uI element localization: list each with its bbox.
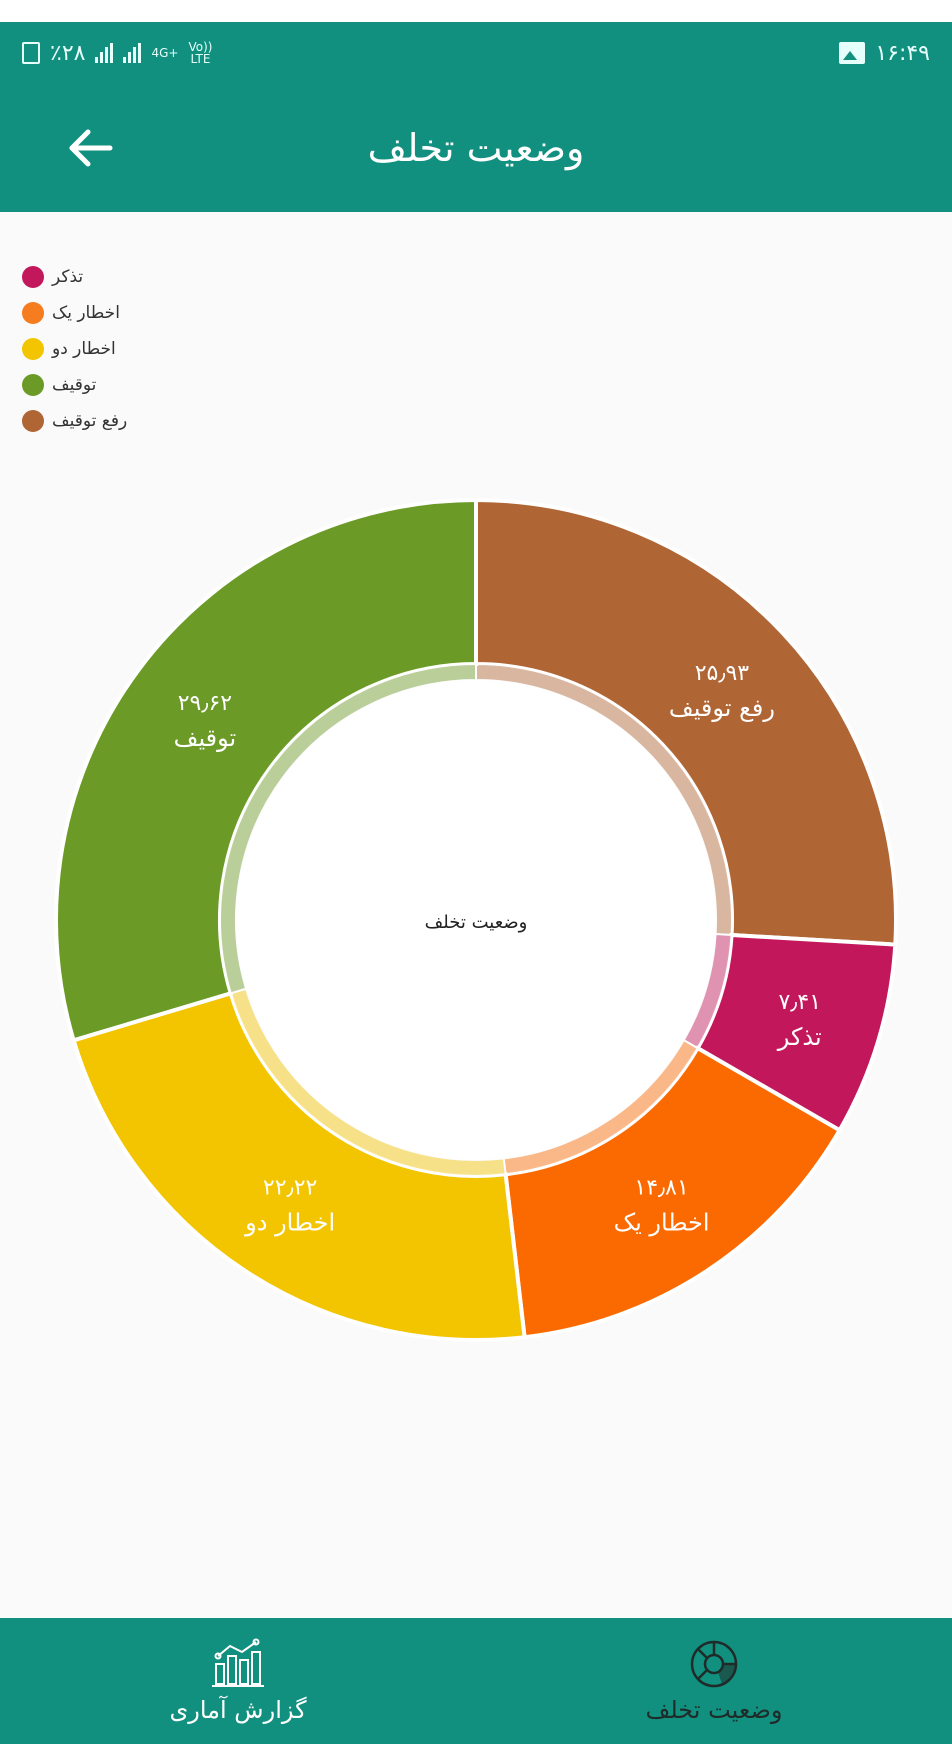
chart-legend: تذکر اخطار یک اخطار دو توقیف رفع توقیف bbox=[22, 262, 127, 436]
bottom-nav: گزارش آماری وضعیت تخلف bbox=[0, 1618, 952, 1744]
signal-icon bbox=[95, 43, 114, 63]
chart-center-label: وضعیت تخلف bbox=[425, 912, 528, 933]
donut-hole bbox=[236, 680, 716, 1160]
donut-chart-svg: ۲۵٫۹۳ رفع توقیف ۷٫۴۱ تذکر ۱۴٫۸۱ اخطار یک ۲۲٫۲۲… bbox=[54, 497, 898, 1342]
gallery-icon bbox=[839, 42, 866, 64]
nav-item-violation-status[interactable]: وضعیت تخلف bbox=[476, 1618, 952, 1744]
legend-dot bbox=[22, 338, 44, 360]
pie-slice[interactable] bbox=[503, 1045, 843, 1340]
legend-label: اخطار یک bbox=[52, 303, 120, 323]
slice-value-label: ۲۵٫۹۳ bbox=[695, 661, 750, 686]
nav-label-statistical-report: گزارش آماری bbox=[169, 1696, 307, 1724]
pie-slice[interactable] bbox=[474, 497, 898, 947]
signal-icon-2 bbox=[123, 43, 142, 63]
status-left: ٪۲۸ 4G+ Vo)) LTE bbox=[22, 41, 212, 66]
nav-label-violation-status: وضعیت تخلف bbox=[645, 1696, 783, 1724]
arrow-left-icon bbox=[69, 129, 113, 167]
status-time: ۱۶:۴۹ bbox=[875, 40, 930, 66]
legend-dot bbox=[22, 410, 44, 432]
donut-chart: ۲۵٫۹۳ رفع توقیف ۷٫۴۱ تذکر ۱۴٫۸۱ اخطار یک ۲۲٫۲۲… bbox=[0, 460, 952, 1380]
app-bar: وضعیت تخلف bbox=[0, 84, 952, 212]
status-right: ۱۶:۴۹ bbox=[839, 41, 930, 66]
volte-bottom: LTE bbox=[190, 52, 211, 66]
slice-name-label: توقیف bbox=[174, 724, 237, 752]
legend-item: رفع توقیف bbox=[22, 406, 127, 436]
slice-value-label: ۷٫۴۱ bbox=[778, 990, 821, 1015]
page-title: وضعیت تخلف bbox=[367, 126, 585, 170]
pie-chart-icon bbox=[690, 1640, 738, 1688]
legend-item: اخطار دو bbox=[22, 334, 116, 364]
legend-dot bbox=[22, 374, 44, 396]
slice-name-label: رفع توقیف bbox=[669, 694, 775, 722]
slice-name-label: تذکر bbox=[777, 1023, 822, 1051]
bar-chart-icon bbox=[212, 1638, 264, 1687]
legend-dot bbox=[22, 302, 44, 324]
slice-name-label: اخطار دو bbox=[244, 1208, 335, 1236]
slice-name-label: اخطار یک bbox=[614, 1208, 710, 1236]
pie-slice-inner-ring bbox=[682, 932, 733, 1050]
volte-label: Vo)) LTE bbox=[188, 41, 212, 65]
slice-value-label: ۱۴٫۸۱ bbox=[634, 1175, 688, 1200]
slice-value-label: ۲۲٫۲۲ bbox=[263, 1175, 317, 1200]
network-type: 4G+ bbox=[151, 46, 179, 60]
pie-slice[interactable] bbox=[54, 497, 478, 1043]
legend-dot bbox=[22, 266, 44, 288]
top-strip bbox=[0, 0, 952, 22]
legend-item: اخطار یک bbox=[22, 298, 120, 328]
slice-value-label: ۲۹٫۶۲ bbox=[178, 691, 232, 716]
legend-label: تذکر bbox=[52, 267, 84, 287]
pie-slice[interactable] bbox=[71, 990, 527, 1342]
legend-label: رفع توقیف bbox=[52, 411, 128, 431]
battery-percent: ٪۲۸ bbox=[50, 40, 86, 66]
legend-label: توقیف bbox=[52, 375, 97, 395]
status-bar: ٪۲۸ 4G+ Vo)) LTE ۱۶:۴۹ bbox=[0, 22, 952, 84]
legend-item: توقیف bbox=[22, 370, 96, 400]
back-button[interactable] bbox=[52, 110, 128, 186]
sim-icon bbox=[22, 42, 40, 64]
legend-item: تذکر bbox=[22, 262, 83, 292]
volte-top: Vo)) bbox=[188, 40, 213, 54]
nav-item-statistical-report[interactable]: گزارش آماری bbox=[0, 1618, 476, 1744]
pie-slice-inner-ring bbox=[502, 1038, 699, 1176]
legend-label: اخطار دو bbox=[52, 339, 116, 359]
